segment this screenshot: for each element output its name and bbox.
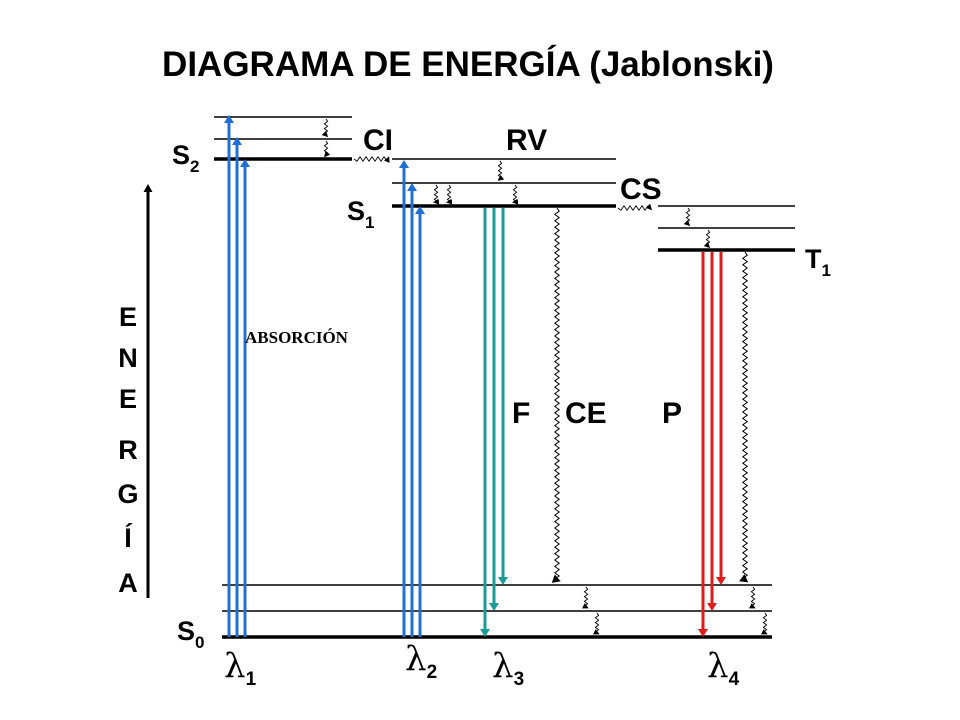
axis-letter: N (118, 343, 138, 373)
wavelength-3-symbol: λ (492, 646, 514, 686)
wavelength-2-symbol: λ (405, 639, 427, 679)
wavelength-1-label: λ1 (224, 646, 257, 690)
energy-axis-label: E N E R G Í A (117, 302, 138, 598)
axis-letter: R (118, 435, 138, 465)
radiationless-t1-s0 (739, 251, 749, 583)
vibrational-relaxation-s0 (592, 612, 600, 635)
vibrational-relaxation-s1 (446, 184, 453, 205)
s2-levels (214, 116, 352, 161)
absorption-arrows (224, 115, 425, 637)
s0-levels (222, 584, 772, 639)
wavelength-1-sub: 1 (246, 669, 257, 690)
rv-label: RV (506, 124, 547, 157)
vibrational-relaxation-s2 (321, 118, 329, 138)
vibrational-relaxation-t1 (703, 229, 711, 249)
wavelength-3-label: λ3 (492, 646, 524, 690)
axis-letter: Í (124, 522, 133, 553)
wavelength-2-label: λ2 (405, 639, 437, 683)
phosphorescence-arrows (698, 252, 726, 637)
vibrational-relaxation-s0 (581, 586, 589, 609)
t1-label-sub: 1 (822, 261, 831, 280)
external-conversion-s1-s0 (551, 207, 561, 583)
internal-conversion-s2-s1 (353, 156, 390, 163)
vibrational-relaxation-s1 (497, 160, 505, 181)
ci-label: CI (363, 124, 393, 157)
cs-label: CS (620, 173, 662, 206)
wavelength-4-label: λ4 (707, 646, 740, 690)
axis-letter: E (119, 384, 137, 414)
s1-levels (392, 158, 616, 208)
f-label: F (512, 397, 530, 430)
wavelength-1-symbol: λ (224, 646, 246, 686)
axis-letter: G (117, 479, 138, 509)
s2-label-sub: 2 (190, 157, 199, 176)
vibrational-relaxation-s0 (748, 586, 756, 609)
radiationless-transitions (321, 118, 768, 635)
vibrational-relaxation-t1 (683, 207, 691, 227)
axis-letter: A (118, 568, 138, 598)
absorption-label: ABSORCIÓN (245, 328, 349, 347)
fluorescence-arrows (480, 208, 508, 637)
axis-letter: E (119, 302, 137, 332)
s1-label: S1 (347, 196, 374, 232)
t1-levels (658, 205, 795, 252)
s0-label-sub: 0 (195, 633, 204, 652)
vibrational-relaxation-s0 (760, 612, 768, 635)
wavelength-4-symbol: λ (707, 646, 729, 686)
p-label: P (662, 397, 682, 430)
wavelength-2-sub: 2 (427, 662, 438, 683)
page-title: DIAGRAMA DE ENERGÍA (Jablonski) (162, 44, 774, 84)
s1-label-sub: 1 (365, 213, 374, 232)
wavelength-4-sub: 4 (729, 669, 740, 690)
t1-label-main: T (805, 244, 822, 274)
vibrational-relaxation-s1 (433, 184, 440, 205)
s2-label-main: S (172, 140, 190, 170)
wavelength-3-sub: 3 (514, 669, 525, 690)
intersystem-crossing-s1-t1 (617, 203, 653, 211)
vibrational-relaxation-s1 (512, 184, 519, 205)
ce-label: CE (565, 397, 607, 430)
s1-label-main: S (347, 196, 365, 226)
vibrational-relaxation-s2 (323, 140, 331, 158)
s0-label: S0 (177, 616, 204, 652)
s2-label: S2 (172, 140, 199, 176)
t1-label: T1 (805, 244, 831, 280)
s0-label-main: S (177, 616, 195, 646)
